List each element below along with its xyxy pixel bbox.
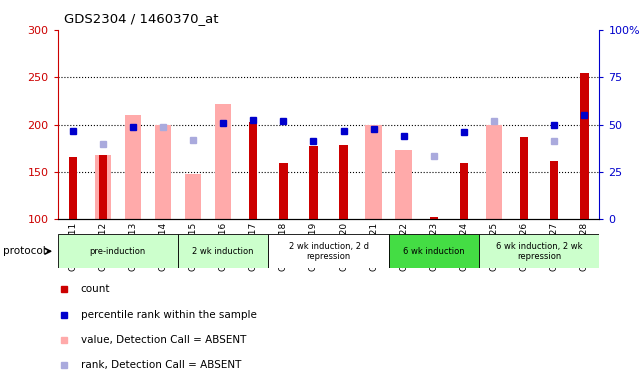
Bar	[339, 145, 348, 219]
Bar	[185, 174, 201, 219]
Bar	[279, 163, 288, 219]
Text: 6 wk induction: 6 wk induction	[403, 247, 465, 256]
Bar	[249, 122, 258, 219]
Text: 2 wk induction: 2 wk induction	[192, 247, 254, 256]
Text: count: count	[81, 284, 110, 294]
Bar	[124, 115, 141, 219]
Text: value, Detection Call = ABSENT: value, Detection Call = ABSENT	[81, 335, 246, 345]
Bar	[365, 124, 382, 219]
Text: 6 wk induction, 2 wk
repression: 6 wk induction, 2 wk repression	[496, 242, 583, 261]
Text: GDS2304 / 1460370_at: GDS2304 / 1460370_at	[64, 12, 219, 25]
Text: pre-induction: pre-induction	[90, 247, 146, 256]
Bar	[479, 234, 599, 268]
Bar	[215, 104, 231, 219]
Bar	[520, 137, 528, 219]
Bar	[309, 146, 318, 219]
Bar	[550, 160, 558, 219]
Bar	[486, 124, 503, 219]
Bar	[69, 157, 77, 219]
Text: protocol: protocol	[3, 246, 46, 256]
Bar	[99, 155, 107, 219]
Bar	[58, 234, 178, 268]
Bar	[388, 234, 479, 268]
Bar	[460, 163, 468, 219]
Bar	[580, 73, 588, 219]
Bar	[95, 155, 111, 219]
Bar	[154, 124, 171, 219]
Bar	[269, 234, 388, 268]
Text: 2 wk induction, 2 d
repression: 2 wk induction, 2 d repression	[288, 242, 369, 261]
Bar	[429, 216, 438, 219]
Text: percentile rank within the sample: percentile rank within the sample	[81, 309, 256, 320]
Bar	[395, 150, 412, 219]
Text: rank, Detection Call = ABSENT: rank, Detection Call = ABSENT	[81, 360, 241, 370]
Bar	[178, 234, 269, 268]
